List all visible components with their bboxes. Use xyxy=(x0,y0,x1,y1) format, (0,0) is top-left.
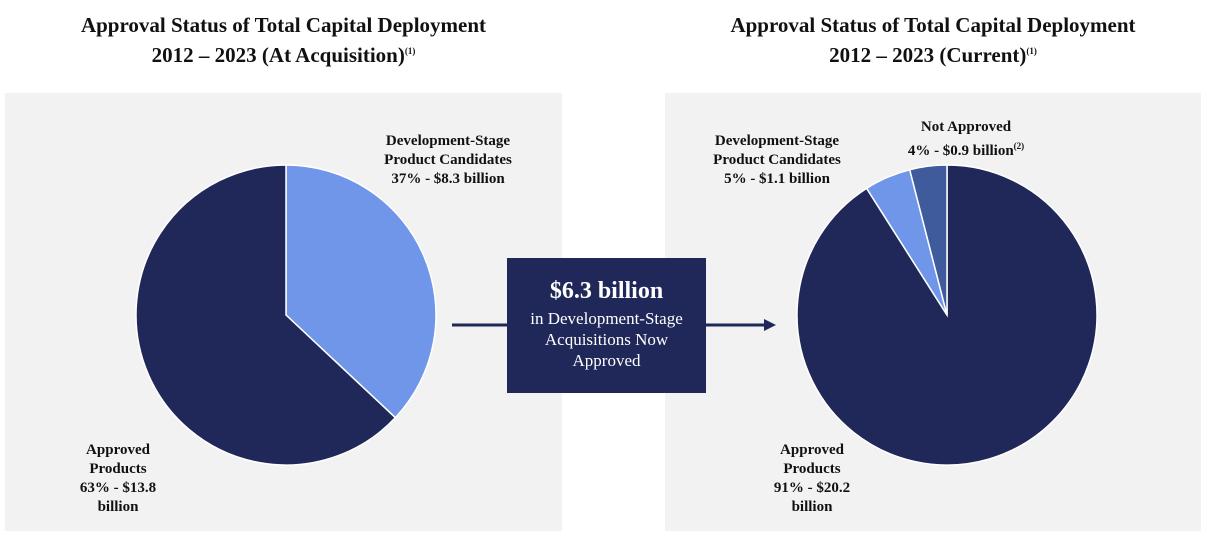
title-note: (1) xyxy=(1026,46,1037,56)
title-line: Approval Status of Total Capital Deploym… xyxy=(730,13,1136,37)
footnote-mark: (2) xyxy=(1013,141,1025,151)
value-label: 4% - $0.9 billion(2) xyxy=(881,137,1051,161)
chart-title: Approval Status of Total Capital Deploym… xyxy=(5,12,562,68)
value-text: 5% - $1.1 billion xyxy=(724,171,830,187)
category-label: Development-Stage Product Candidates xyxy=(713,133,841,168)
chart-title: Approval Status of Total Capital Deploym… xyxy=(665,12,1201,68)
value-text: 63% - $13.8 billion xyxy=(79,480,157,515)
slice-label: Approved Products 63% - $13.8 billion xyxy=(63,441,173,517)
pie-slice xyxy=(285,164,437,419)
category-label: Development-Stage Product Candidates xyxy=(384,133,512,168)
value-label: 63% - $13.8 billion xyxy=(63,479,173,517)
slice-label: Approved Products 91% - $20.2 billion xyxy=(757,441,867,517)
annotation-headline: $6.3 billion xyxy=(549,278,664,304)
value-text: 37% - $8.3 billion xyxy=(391,171,505,187)
subtitle-line: 2012 – 2023 (At Acquisition)(1) xyxy=(5,38,562,68)
annotation-box: $6.3 billion in Development-Stage Acquis… xyxy=(507,258,706,393)
value-label: 5% - $1.1 billion xyxy=(692,170,862,189)
subtitle-line: 2012 – 2023 (Current)(1) xyxy=(665,38,1201,68)
category-label: Approved Products xyxy=(86,442,150,477)
arrow-head xyxy=(764,319,776,331)
pie-slice xyxy=(135,164,397,466)
pie-slice xyxy=(908,164,948,316)
slice-label: Development-Stage Product Candidates 37% … xyxy=(363,132,533,189)
category-label: Approved Products xyxy=(780,442,844,477)
subtitle-text: 2012 – 2023 (At Acquisition) xyxy=(151,43,405,67)
value-label: 37% - $8.3 billion xyxy=(363,170,533,189)
slice-label: Development-Stage Product Candidates 5% -… xyxy=(692,132,862,189)
subtitle-text: 2012 – 2023 (Current) xyxy=(829,43,1027,67)
title-line: Approval Status of Total Capital Deploym… xyxy=(80,13,487,37)
category-label: Not Approved xyxy=(920,119,1012,135)
value-label: 91% - $20.2 billion xyxy=(757,479,867,517)
annotation-text: in Development-Stage Acquisitions Now Ap… xyxy=(530,309,683,370)
title-note: (1) xyxy=(404,46,416,56)
slice-label: Not Approved 4% - $0.9 billion(2) xyxy=(881,118,1051,161)
value-text: 91% - $20.2 billion xyxy=(773,480,851,515)
value-text: 4% - $0.9 billion xyxy=(907,143,1014,159)
